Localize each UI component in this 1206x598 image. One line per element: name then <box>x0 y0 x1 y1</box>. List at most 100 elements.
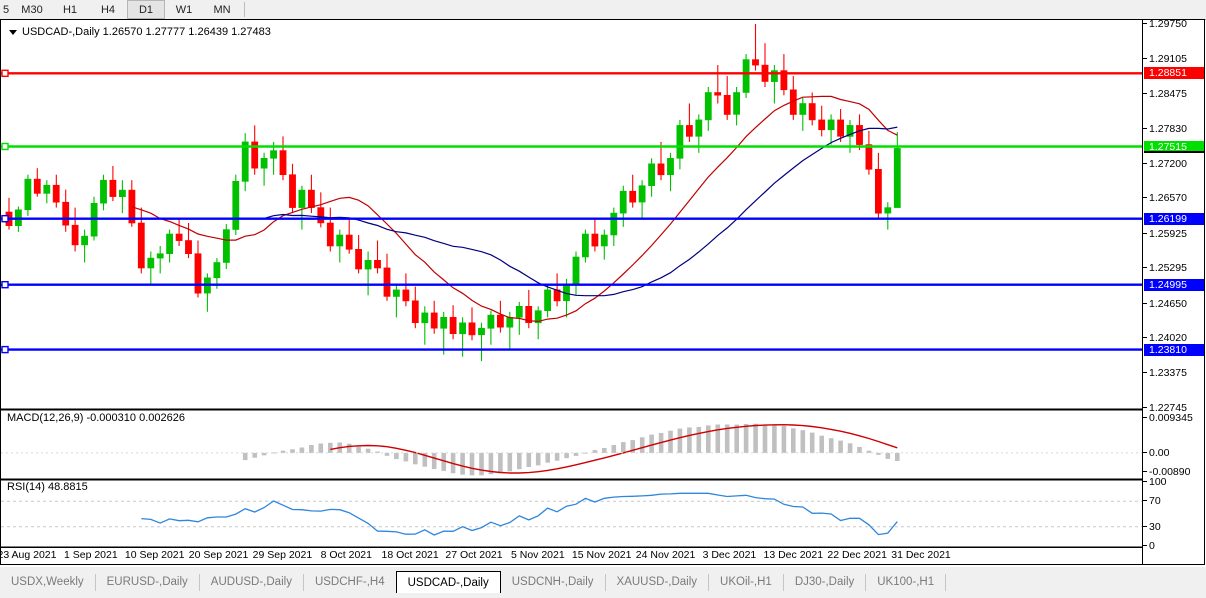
candle-body <box>402 289 410 302</box>
axis-tick-label: 0.00 <box>1149 446 1170 459</box>
candle-body <box>752 59 759 66</box>
price-level-handle-1.24995[interactable] <box>1 281 9 289</box>
chart-tab-eurusd-daily[interactable]: EURUSD-,Daily <box>106 576 188 588</box>
date-tick-label: 10 Sep 2021 <box>124 549 185 561</box>
macd-bar <box>526 452 532 467</box>
macd-bar <box>630 440 635 453</box>
chart-tab-usdcad-daily[interactable]: USDCAD-,Daily <box>395 571 501 593</box>
date-tick-label: 13 Dec 2021 <box>763 549 824 561</box>
date-tick-label: 5 Nov 2021 <box>510 549 565 561</box>
timeframe-button-h4[interactable]: H4 <box>100 3 116 16</box>
chart-tab-audusd-daily[interactable]: AUDUSD-,Daily <box>210 576 292 588</box>
candle-body <box>156 253 164 259</box>
candle-body <box>695 119 703 137</box>
candle-body <box>317 207 325 224</box>
macd-bar <box>375 451 380 453</box>
price-axis[interactable]: 1.29750 1.29105 1.28475 1.27830 1.27200 1.265… <box>1142 18 1205 564</box>
chart-tab-usdchf-h4[interactable]: USDCHF-,H4 <box>314 576 385 588</box>
price-level-handle-1.23810[interactable] <box>1 345 9 354</box>
timeframe-button-5[interactable]: 5 <box>2 3 10 16</box>
chart-header-text: USDCAD-,Daily 1.26570 1.27777 1.26439 1.… <box>22 26 271 38</box>
chart-canvas[interactable] <box>1 20 1142 564</box>
candle-body <box>723 95 731 115</box>
chart-tab-ukoil-h1[interactable]: UKOil-,H1 <box>720 576 772 588</box>
macd-bar <box>261 452 267 456</box>
price-tick-1.24650: 1.24650 <box>1143 298 1205 310</box>
macd-bar <box>517 452 522 470</box>
candle-body <box>364 260 372 270</box>
axis-tick-label: 1.24020 <box>1149 332 1187 345</box>
macd-signal-line <box>330 423 898 474</box>
chart-tab-xauusd-daily[interactable]: XAUUSD-,Daily <box>616 576 698 588</box>
candle-body <box>714 92 722 96</box>
price-level-label-1.24995[interactable]: 1.24995 <box>1144 278 1204 291</box>
candle-body <box>591 233 599 247</box>
macd-bar <box>819 435 824 453</box>
macd-bar <box>668 430 673 453</box>
timeframe-toolbar: 5 M30 H1 H4 D1 W1 MN <box>0 0 1206 20</box>
chart-tab-uk100-h1[interactable]: UK100-,H1 <box>877 576 935 588</box>
axis-tick-label: 1.29750 <box>1149 18 1187 30</box>
candle-body <box>260 158 268 169</box>
axis-tick-label: 100 <box>1149 476 1167 488</box>
macd-bar <box>809 432 815 453</box>
price-level-handle-1.28851[interactable] <box>1 69 9 77</box>
axis-tick-label: 1.28475 <box>1149 87 1187 100</box>
chart-plot-area[interactable] <box>1 20 1142 564</box>
candle-body <box>345 234 353 250</box>
chart-tab-usdcnh-daily[interactable]: USDCNH-,Daily <box>511 576 594 588</box>
axis-tick-label: 1.29105 <box>1149 53 1187 66</box>
timeframe-button-mn[interactable]: MN <box>213 3 231 16</box>
collapse-triangle-icon[interactable] <box>9 29 17 35</box>
candle-body <box>657 163 665 176</box>
timeframe-button-m30[interactable]: M30 <box>21 3 43 16</box>
price-level-label-1.23810[interactable]: 1.23810 <box>1144 343 1204 356</box>
price-level-handle-1.27515[interactable] <box>1 142 9 151</box>
candle-body <box>865 144 873 170</box>
macd-bar <box>781 426 787 453</box>
timeframe-button-d1[interactable]: D1 <box>127 0 165 19</box>
candle-body <box>818 119 826 131</box>
candle-body <box>279 150 287 176</box>
candle-body <box>411 300 419 323</box>
price-level-handle-1.26199[interactable] <box>1 214 9 223</box>
macd-histogram <box>242 423 900 476</box>
axis-tick-label: 0 <box>1149 540 1155 552</box>
timeframe-button-w1[interactable]: W1 <box>175 3 193 16</box>
candle-body <box>685 125 693 137</box>
tab-divider <box>708 574 710 591</box>
candle-body <box>468 322 476 336</box>
chart-frame[interactable]: USDCAD-,Daily 1.26570 1.27777 1.26439 1.… <box>0 18 1205 565</box>
axis-tick-mark <box>1143 58 1147 60</box>
date-tick-label: 22 Dec 2021 <box>827 549 887 561</box>
chart-tab-dj30-daily[interactable]: DJ30-,Daily <box>794 576 855 588</box>
candle-body <box>534 310 542 324</box>
candle-body <box>676 125 684 159</box>
macd-bar <box>876 452 881 455</box>
date-axis[interactable]: 23 Aug 2021 1 Sep 2021 10 Sep 2021 20 Sep 2… <box>0 547 1142 564</box>
chart-tab-usdx-weekly[interactable]: USDX,Weekly <box>11 576 84 588</box>
axis-tick-label: 70 <box>1149 495 1161 508</box>
macd-tick-0: 0.009345 <box>1143 412 1205 424</box>
date-tick-label: 1 Sep 2021 <box>63 549 118 561</box>
candle-body <box>780 70 788 91</box>
chart-header: USDCAD-,Daily 1.26570 1.27777 1.26439 1.… <box>9 26 271 38</box>
candle-body <box>487 314 495 329</box>
macd-bar <box>271 452 276 454</box>
rsi-line <box>141 492 898 536</box>
candle-body <box>213 262 221 279</box>
date-tick-label: 29 Sep 2021 <box>252 549 313 561</box>
price-level-label-1.27515[interactable]: 1.27515 <box>1144 140 1204 153</box>
chart-tab-bar[interactable]: USDX,Weekly EURUSD-,Daily AUDUSD-,Daily USD… <box>0 566 1206 598</box>
candle-body <box>515 305 523 318</box>
candle-body <box>808 103 816 121</box>
axis-tick-mark <box>1143 372 1147 374</box>
macd-bar <box>687 427 692 453</box>
macd-bar <box>621 442 626 453</box>
candle-body <box>270 150 277 159</box>
price-level-label-1.26199[interactable]: 1.26199 <box>1144 212 1204 225</box>
timeframe-button-h1[interactable]: H1 <box>62 3 78 16</box>
candle-body <box>506 316 514 328</box>
price-level-label-1.28851[interactable]: 1.28851 <box>1144 67 1204 80</box>
